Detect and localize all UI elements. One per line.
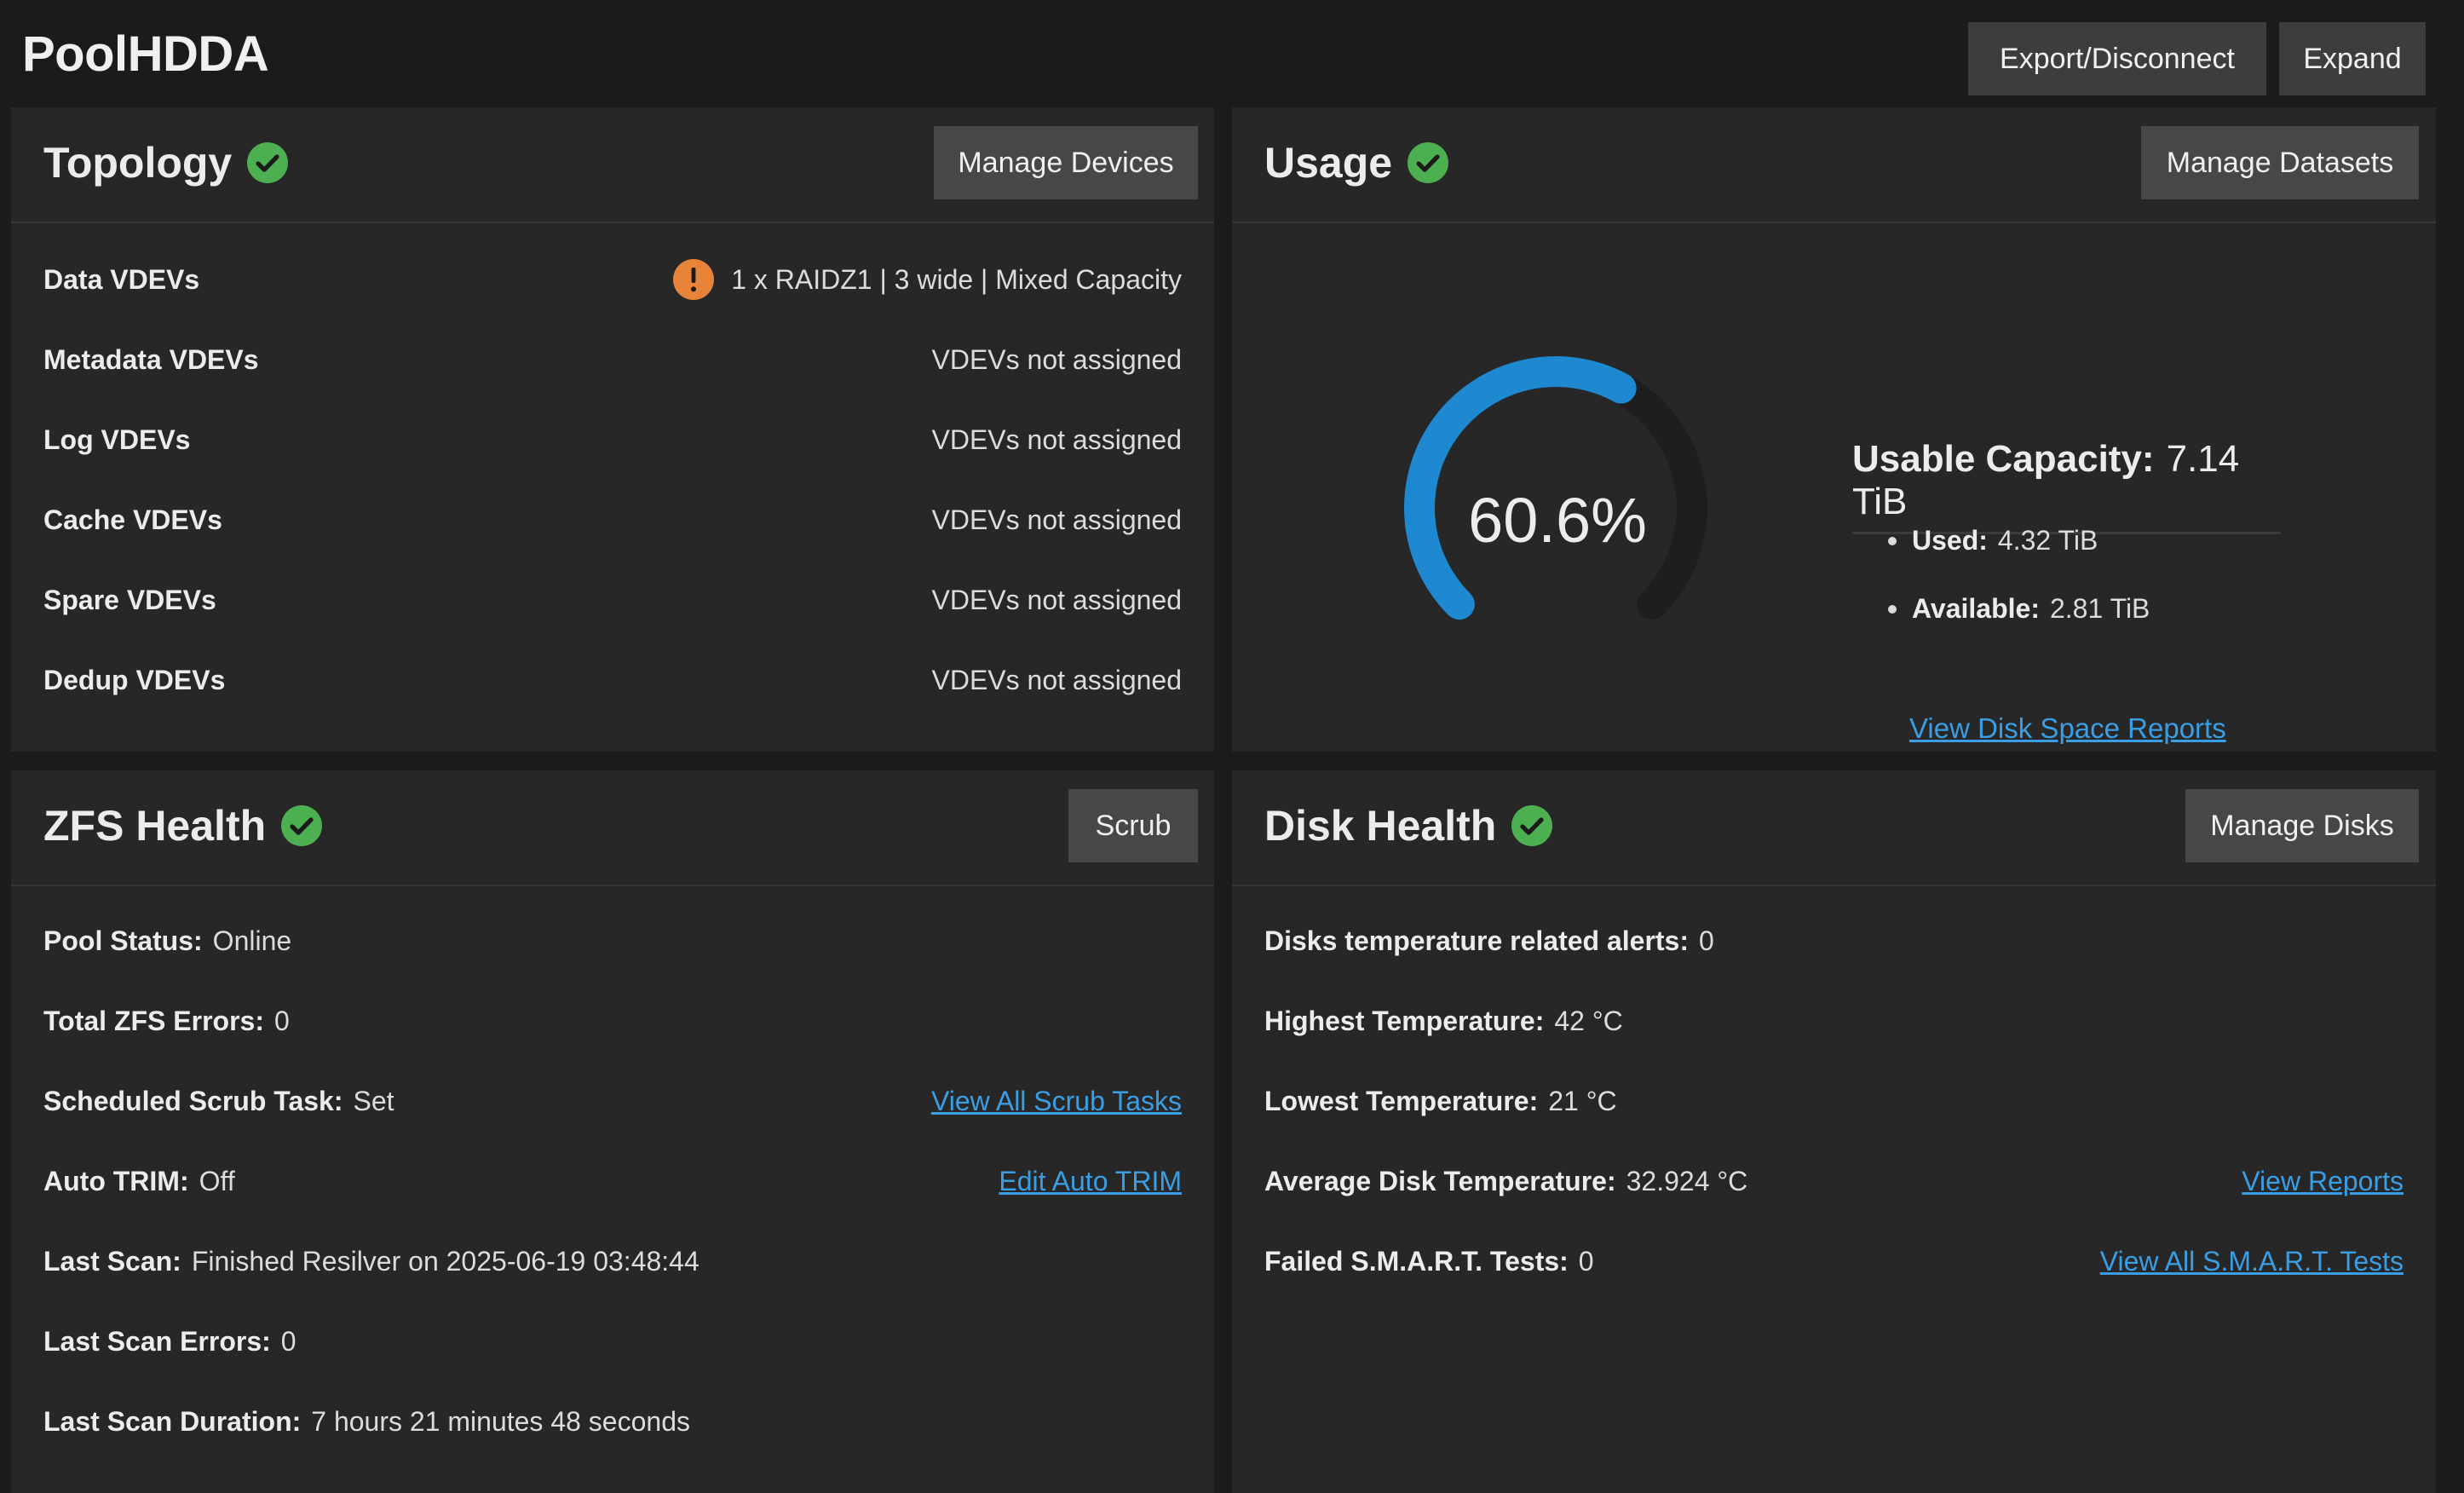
usage-card: Usage Manage Datasets 60.6% Usable Capac… [1232, 107, 2436, 752]
failed-smart-tests-row: Failed S.M.A.R.T. Tests: 0 View All S.M.… [1264, 1245, 2404, 1277]
scheduled-scrub-row: Scheduled Scrub Task: Set View All Scrub… [43, 1085, 1182, 1116]
topology-card-header: Topology Manage Devices [11, 107, 1214, 223]
topology-title: Topology [43, 139, 233, 187]
average-temperature-value: 32.924 °C [1626, 1165, 1748, 1196]
auto-trim-value: Off [199, 1165, 235, 1196]
highest-temperature-row: Highest Temperature: 42 °C [1264, 1005, 1623, 1036]
auto-trim-row: Auto TRIM: Off Edit Auto TRIM [43, 1165, 1182, 1196]
usage-title: Usage [1264, 139, 1393, 187]
cache-vdevs-row: Cache VDEVs VDEVs not assigned [43, 494, 1182, 545]
usage-gauge: 60.6% [1403, 356, 1707, 620]
dedup-vdevs-row: Dedup VDEVs VDEVs not assigned [43, 654, 1182, 706]
row-label: Cache VDEVs [43, 504, 222, 535]
row-value: VDEVs not assigned [931, 424, 1183, 455]
total-zfs-errors-row: Total ZFS Errors: 0 [43, 1005, 290, 1036]
metadata-vdevs-row: Metadata VDEVs VDEVs not assigned [43, 334, 1182, 385]
row-value: VDEVs not assigned [931, 584, 1183, 615]
disk-health-title: Disk Health [1264, 802, 1497, 850]
temperature-alerts-value: 0 [1699, 925, 1714, 956]
check-circle-icon [281, 805, 323, 846]
row-label: Dedup VDEVs [43, 664, 226, 695]
last-scan-errors-row: Last Scan Errors: 0 [43, 1325, 296, 1357]
used-value: 4.32 TiB [1997, 525, 2098, 556]
data-vdevs-row: Data VDEVs 1 x RAIDZ1 | 3 wide | Mixed C… [43, 254, 1182, 305]
page-title: PoolHDDA [22, 26, 269, 82]
zfs-health-card-header: ZFS Health Scrub [11, 770, 1214, 886]
edit-auto-trim-link[interactable]: Edit Auto TRIM [999, 1165, 1182, 1196]
view-disk-space-reports-link[interactable]: View Disk Space Reports [1909, 712, 2226, 744]
row-value: VDEVs not assigned [931, 664, 1183, 695]
check-circle-icon [1408, 142, 1449, 183]
pool-status-row: Pool Status: Online [43, 925, 292, 956]
check-circle-icon [247, 142, 289, 183]
last-scan-value: Finished Resilver on 2025-06-19 03:48:44 [191, 1245, 699, 1277]
expand-button[interactable]: Expand [2279, 22, 2426, 95]
available-value: 2.81 TiB [2049, 593, 2150, 624]
manage-datasets-button[interactable]: Manage Datasets [2141, 126, 2419, 199]
disk-health-card: Disk Health Manage Disks Disks temperatu… [1232, 770, 2436, 1493]
view-reports-link[interactable]: View Reports [2242, 1165, 2404, 1196]
row-value: VDEVs not assigned [931, 504, 1183, 535]
capacity-value: 7.14 TiB [1852, 438, 2240, 522]
disk-health-card-header: Disk Health Manage Disks [1232, 770, 2436, 886]
last-scan-errors-value: 0 [280, 1325, 296, 1357]
row-value: VDEVs not assigned [931, 343, 1183, 375]
manage-devices-button[interactable]: Manage Devices [934, 126, 1198, 199]
failed-smart-tests-value: 0 [1578, 1245, 1594, 1277]
check-circle-icon [1511, 805, 1553, 846]
lowest-temperature-row: Lowest Temperature: 21 °C [1264, 1085, 1617, 1116]
usable-capacity: Usable Capacity: 7.14 TiB [1852, 438, 2281, 534]
topology-card: Topology Manage Devices Data VDEVs 1 x R… [11, 107, 1214, 752]
export-disconnect-button[interactable]: Export/Disconnect [1968, 22, 2266, 95]
view-all-smart-tests-link[interactable]: View All S.M.A.R.T. Tests [2099, 1245, 2404, 1277]
row-label: Data VDEVs [43, 263, 200, 295]
scheduled-scrub-value: Set [353, 1085, 394, 1116]
view-all-scrub-tasks-link[interactable]: View All Scrub Tasks [930, 1085, 1182, 1116]
usage-percent: 60.6% [1468, 485, 1647, 556]
used-label: Used: [1912, 525, 1988, 556]
usage-card-header: Usage Manage Datasets [1232, 107, 2436, 223]
warning-icon [673, 259, 715, 300]
gauge-fill [1403, 356, 1637, 620]
spare-vdevs-row: Spare VDEVs VDEVs not assigned [43, 574, 1182, 625]
pool-status-value: Online [212, 925, 292, 956]
lowest-temperature-value: 21 °C [1548, 1085, 1617, 1116]
capacity-label: Usable Capacity: [1852, 438, 2155, 480]
last-scan-duration-row: Last Scan Duration: 7 hours 21 minutes 4… [43, 1405, 690, 1437]
row-label: Metadata VDEVs [43, 343, 259, 375]
zfs-health-card: ZFS Health Scrub Pool Status: Online Tot… [11, 770, 1214, 1493]
log-vdevs-row: Log VDEVs VDEVs not assigned [43, 414, 1182, 465]
row-label: Log VDEVs [43, 424, 191, 455]
available-label: Available: [1912, 593, 2040, 624]
last-scan-duration-value: 7 hours 21 minutes 48 seconds [311, 1405, 690, 1437]
last-scan-row: Last Scan: Finished Resilver on 2025-06-… [43, 1245, 699, 1277]
row-value: 1 x RAIDZ1 | 3 wide | Mixed Capacity [731, 263, 1182, 295]
zfs-health-title: ZFS Health [43, 802, 267, 850]
row-label: Spare VDEVs [43, 584, 216, 615]
used-item: Used: 4.32 TiB [1888, 525, 2098, 556]
scrub-button[interactable]: Scrub [1068, 789, 1198, 862]
temperature-alerts-row: Disks temperature related alerts: 0 [1264, 925, 1714, 956]
available-item: Available: 2.81 TiB [1888, 593, 2150, 625]
highest-temperature-value: 42 °C [1554, 1005, 1623, 1036]
average-temperature-row: Average Disk Temperature: 32.924 °C View… [1264, 1165, 2404, 1196]
manage-disks-button[interactable]: Manage Disks [2185, 789, 2419, 862]
total-zfs-errors-value: 0 [273, 1005, 290, 1036]
